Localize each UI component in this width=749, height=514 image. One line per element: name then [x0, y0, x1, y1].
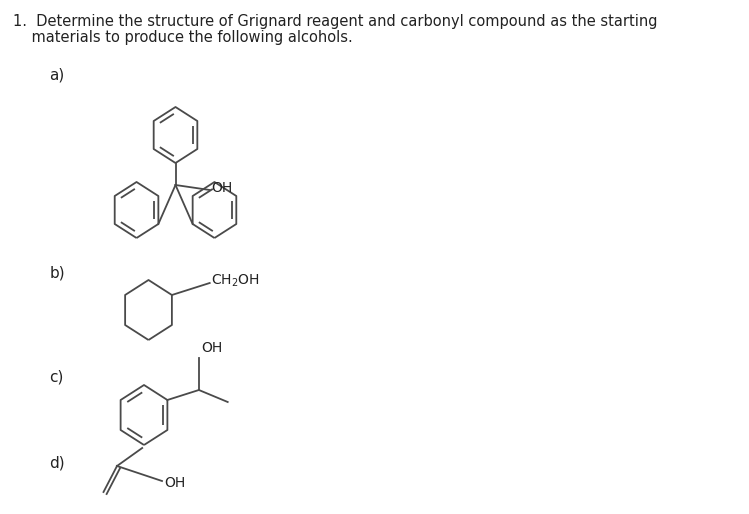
- Text: OH: OH: [211, 181, 233, 195]
- Text: CH$_2$OH: CH$_2$OH: [211, 273, 261, 289]
- Text: d): d): [49, 455, 65, 470]
- Text: OH: OH: [164, 476, 185, 490]
- Text: OH: OH: [201, 341, 223, 355]
- Text: a): a): [49, 68, 64, 83]
- Text: materials to produce the following alcohols.: materials to produce the following alcoh…: [13, 30, 352, 45]
- Text: c): c): [49, 370, 64, 385]
- Text: 1.  Determine the structure of Grignard reagent and carbonyl compound as the sta: 1. Determine the structure of Grignard r…: [13, 14, 657, 29]
- Text: b): b): [49, 265, 65, 280]
